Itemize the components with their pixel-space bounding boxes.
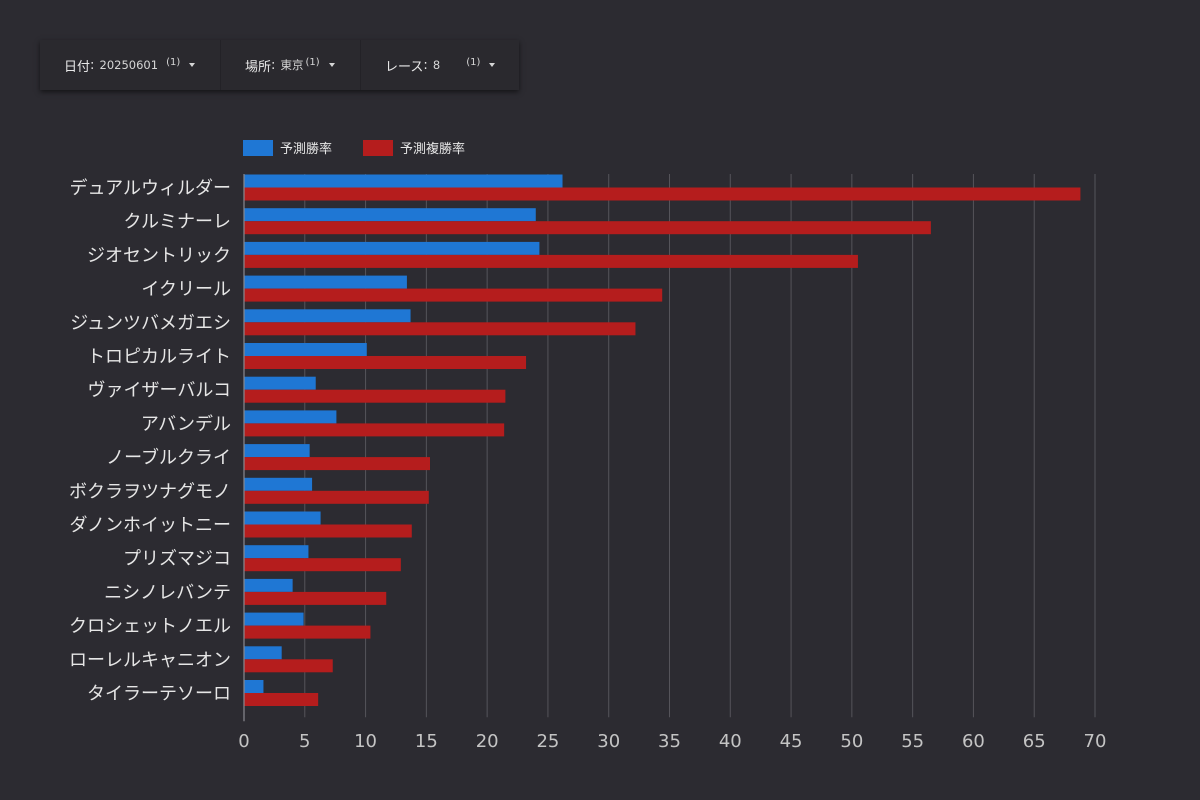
bar-place	[244, 187, 1081, 201]
bar-place	[244, 423, 505, 437]
x-tick-label: 20	[476, 731, 499, 752]
bar-place	[244, 625, 371, 639]
x-tick-label: 70	[1084, 731, 1107, 752]
x-tick-label: 30	[597, 731, 620, 752]
category-labels: デュアルウィルダークルミナーレジオセントリックイクリールジュンツバメガエシトロピ…	[69, 178, 231, 705]
bar-place	[244, 524, 412, 538]
x-tick-label: 55	[901, 731, 924, 752]
bar-win	[244, 174, 563, 188]
bar-win	[244, 612, 304, 626]
date-filter-value: 20250601	[99, 58, 159, 72]
category-label: ダノンホイットニー	[70, 515, 231, 536]
bar-place	[244, 659, 333, 673]
bar-place	[244, 356, 527, 369]
bar-win	[244, 646, 282, 660]
venue-filter-count: (1)	[305, 56, 320, 68]
category-label: クロシェットノエル	[69, 616, 231, 637]
legend-swatch	[363, 140, 393, 156]
bar-place	[244, 457, 431, 471]
bar-win	[244, 343, 367, 356]
x-tick-label: 25	[536, 731, 559, 752]
bars	[244, 174, 1081, 706]
bar-win	[244, 241, 540, 255]
category-label: トロピカルライト	[87, 347, 231, 368]
category-label: ジュンツバメガエシ	[70, 313, 231, 334]
category-label: デュアルウィルダー	[70, 178, 231, 199]
date-filter[interactable]: 日付: 20250601 (1)	[40, 40, 221, 90]
category-label: ノーブルクライ	[106, 447, 231, 469]
race-filter-label: レース	[385, 59, 424, 75]
bar-win	[244, 477, 313, 491]
chevron-down-icon[interactable]	[189, 63, 196, 67]
bar-place	[244, 693, 319, 706]
race-filter-count: (1)	[466, 56, 481, 68]
bar-win	[244, 680, 264, 693]
venue-filter[interactable]: 場所: 東京 (1)	[221, 40, 361, 90]
category-label: アバンデル	[141, 414, 231, 435]
x-axis: 0 5 10 15 20 25 30 35 40 45 50 55 60 65 70	[238, 174, 1106, 752]
bar-place	[244, 221, 931, 235]
category-label: ボクラヲツナグモノ	[69, 481, 231, 502]
bar-win	[244, 275, 407, 289]
x-tick-label: 5	[299, 731, 310, 752]
legend-label: 予測勝率	[280, 141, 332, 157]
x-tick-label: 35	[658, 731, 681, 752]
chevron-down-icon[interactable]	[328, 63, 335, 67]
x-tick-label: 60	[962, 731, 985, 752]
category-label: ニシノレバンテ	[104, 582, 231, 603]
bar-win	[244, 444, 310, 458]
bar-place	[244, 591, 387, 605]
x-tick-label: 50	[840, 731, 863, 752]
category-label: イクリール	[141, 279, 231, 300]
filter-bar: 日付: 20250601 (1) 場所: 東京 (1) レース: 8 (1)	[40, 40, 519, 90]
category-label: ジオセントリック	[87, 245, 231, 266]
x-tick-label: 65	[1023, 731, 1046, 752]
bar-place	[244, 288, 663, 302]
bar-place	[244, 389, 506, 403]
x-tick-label: 15	[415, 731, 438, 752]
bar-win	[244, 511, 321, 525]
bar-win	[244, 578, 293, 592]
race-filter-value: 8	[432, 58, 441, 72]
venue-filter-label: 場所	[245, 59, 272, 75]
bar-win	[244, 208, 536, 222]
x-tick-label: 40	[719, 731, 742, 752]
legend-swatch	[243, 140, 273, 156]
x-tick-label: 10	[354, 731, 377, 752]
legend: 予測勝率 予測複勝率	[243, 140, 465, 157]
category-label: タイラーテソーロ	[87, 684, 231, 705]
x-tick-label: 0	[238, 731, 249, 752]
category-label: ヴァイザーバルコ	[88, 380, 231, 401]
x-tick-label: 45	[780, 731, 803, 752]
bar-place	[244, 490, 429, 504]
category-label: プリズマジコ	[123, 549, 231, 570]
venue-filter-value: 東京	[280, 58, 304, 72]
category-label: ローレルキャニオン	[69, 650, 231, 671]
bar-win	[244, 410, 337, 424]
chevron-down-icon[interactable]	[489, 63, 496, 67]
category-label: クルミナーレ	[124, 212, 231, 233]
bar-win	[244, 309, 411, 323]
bar-win	[244, 376, 316, 390]
race-filter[interactable]: レース: 8 (1)	[361, 40, 519, 90]
bar-place	[244, 558, 401, 572]
bar-place	[244, 254, 858, 268]
date-filter-label: 日付	[64, 59, 91, 75]
bar-place	[244, 322, 636, 336]
date-filter-count: (1)	[166, 56, 181, 68]
legend-label: 予測複勝率	[400, 141, 465, 157]
bar-win	[244, 545, 309, 559]
